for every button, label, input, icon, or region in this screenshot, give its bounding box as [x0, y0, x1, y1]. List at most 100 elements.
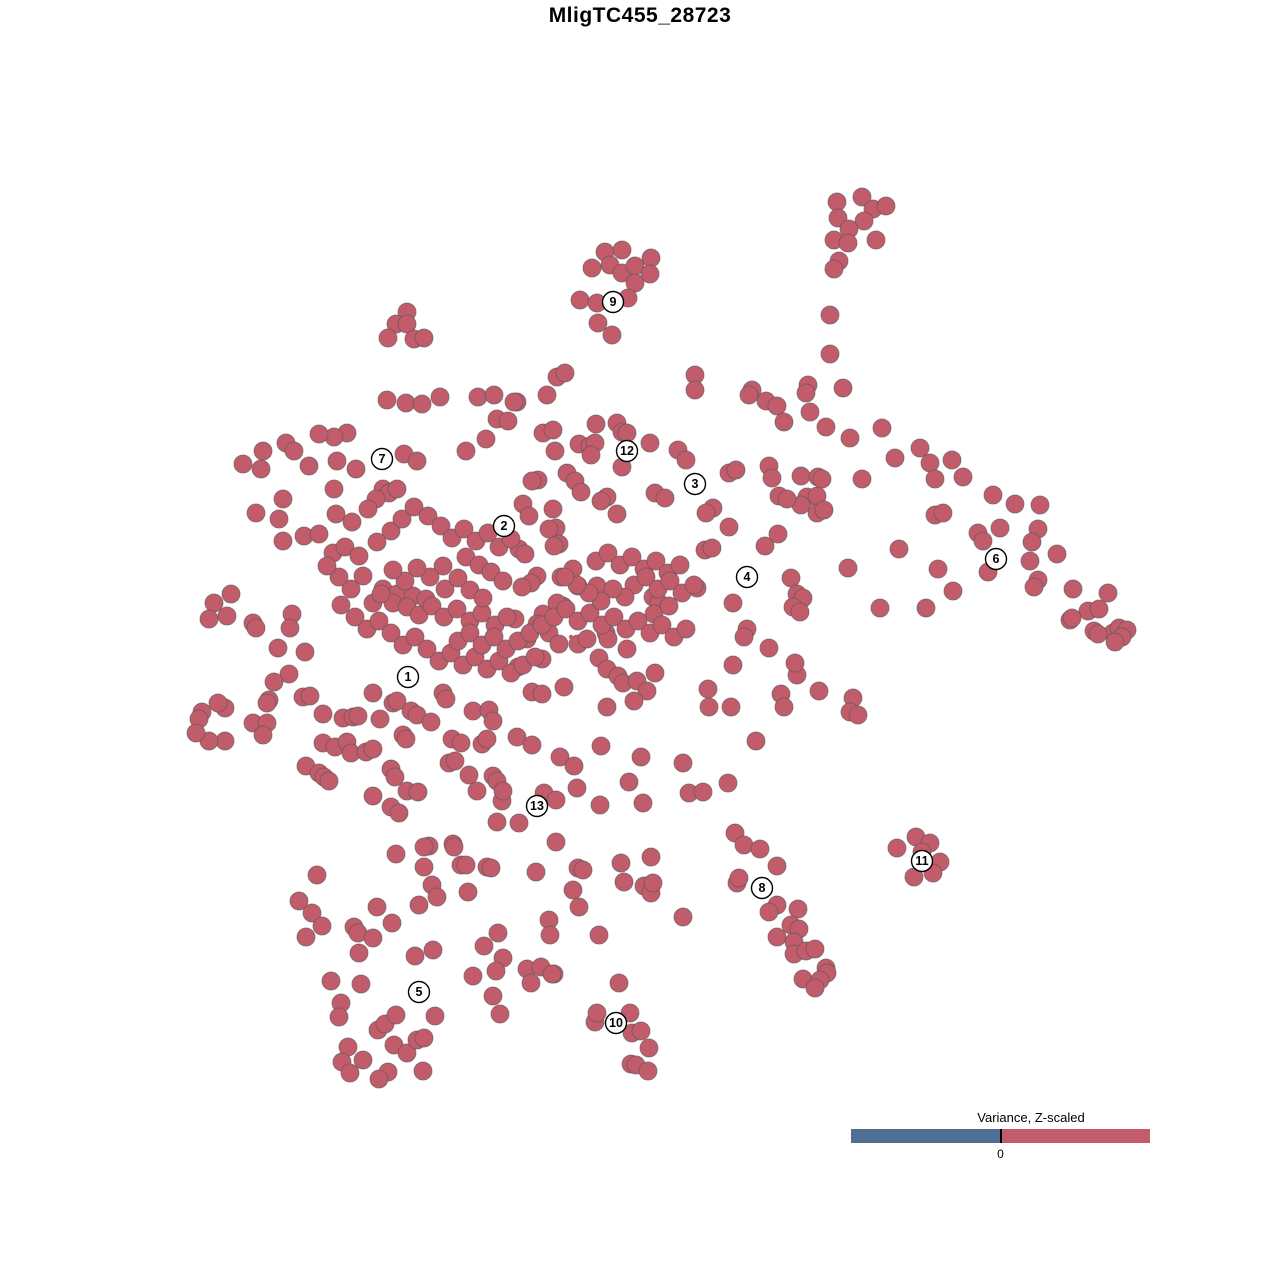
data-point	[876, 196, 896, 216]
data-point	[699, 697, 719, 717]
data-point	[556, 599, 576, 619]
data-point	[377, 390, 397, 410]
cluster-label-circle	[984, 547, 1008, 571]
data-point	[645, 663, 665, 683]
data-point	[444, 837, 464, 857]
data-point	[302, 903, 322, 923]
data-point	[872, 418, 892, 438]
data-point	[641, 248, 661, 268]
data-point	[1063, 579, 1083, 599]
data-point	[660, 571, 680, 591]
data-point	[685, 380, 705, 400]
data-point	[582, 258, 602, 278]
data-point	[246, 618, 266, 638]
data-point	[342, 512, 362, 532]
data-point	[488, 923, 508, 943]
data-point	[221, 584, 241, 604]
data-point	[604, 607, 624, 627]
data-point	[370, 709, 390, 729]
data-point	[363, 683, 383, 703]
cluster-label-circle	[604, 1011, 628, 1035]
data-point	[973, 531, 993, 551]
data-point	[463, 701, 483, 721]
data-point	[396, 729, 416, 749]
data-point	[723, 655, 743, 675]
data-point	[405, 627, 425, 647]
data-point	[580, 603, 600, 623]
data-point	[612, 240, 632, 260]
cluster-label-text: 13	[530, 799, 544, 813]
data-point	[387, 479, 407, 499]
data-point	[702, 538, 722, 558]
data-point	[519, 506, 539, 526]
data-point	[550, 747, 570, 767]
data-point	[417, 639, 437, 659]
data-point	[436, 689, 456, 709]
data-point	[640, 264, 660, 284]
cluster-label-text: 6	[993, 552, 1000, 566]
data-point	[1098, 583, 1118, 603]
data-point	[540, 925, 560, 945]
data-point	[522, 735, 542, 755]
data-point	[719, 517, 739, 537]
data-point	[414, 1028, 434, 1048]
data-point	[809, 681, 829, 701]
data-point	[652, 615, 672, 635]
data-point	[734, 627, 754, 647]
data-point	[300, 686, 320, 706]
data-point	[456, 441, 476, 461]
data-point	[208, 693, 228, 713]
data-point	[392, 509, 412, 529]
data-point	[588, 313, 608, 333]
data-point	[319, 771, 339, 791]
data-point	[386, 1005, 406, 1025]
data-point	[186, 723, 206, 743]
data-point	[767, 856, 787, 876]
data-point	[341, 579, 361, 599]
data-point	[739, 385, 759, 405]
data-point	[435, 579, 455, 599]
data-point	[659, 596, 679, 616]
data-point	[820, 305, 840, 325]
data-point	[774, 412, 794, 432]
data-point	[759, 638, 779, 658]
data-point	[577, 629, 597, 649]
data-point	[838, 233, 858, 253]
data-point	[498, 411, 518, 431]
data-point	[504, 392, 524, 412]
data-point	[468, 387, 488, 407]
cluster-label-text: 9	[610, 295, 617, 309]
data-point	[507, 727, 527, 747]
data-point	[421, 712, 441, 732]
data-point	[289, 891, 309, 911]
data-point	[546, 790, 566, 810]
data-point	[407, 558, 427, 578]
data-point	[638, 1061, 658, 1081]
data-point	[447, 599, 467, 619]
data-point	[637, 681, 657, 701]
data-point	[1024, 577, 1044, 597]
data-point	[431, 516, 451, 536]
data-point	[544, 536, 564, 556]
data-point	[430, 387, 450, 407]
data-point	[1030, 495, 1050, 515]
data-point	[838, 558, 858, 578]
data-point	[640, 433, 660, 453]
data-point	[554, 677, 574, 697]
data-point	[476, 429, 496, 449]
data-point	[805, 978, 825, 998]
data-point	[407, 451, 427, 471]
data-point	[755, 536, 775, 556]
cluster-label-circle	[396, 665, 420, 689]
data-point	[215, 731, 235, 751]
cluster-label-text: 10	[609, 1016, 623, 1030]
data-point	[777, 489, 797, 509]
data-point	[698, 679, 718, 699]
data-point	[800, 402, 820, 422]
data-point	[467, 781, 487, 801]
data-point	[587, 1003, 607, 1023]
data-point	[1088, 624, 1108, 644]
data-point	[273, 531, 293, 551]
data-point	[346, 459, 366, 479]
data-point	[217, 606, 237, 626]
